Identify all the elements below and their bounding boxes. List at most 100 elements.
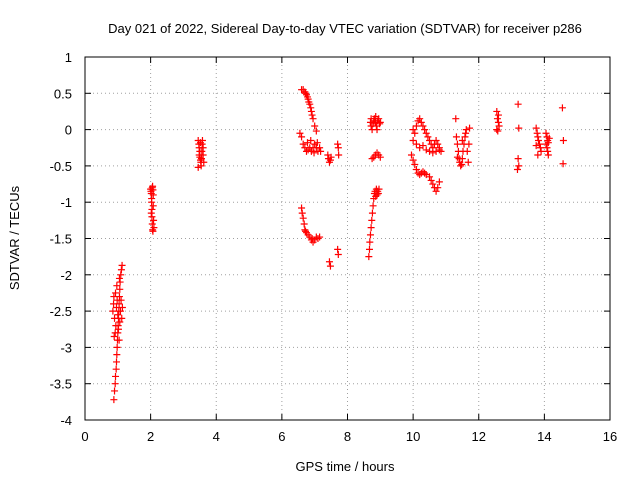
data-point — [296, 129, 304, 137]
data-point — [111, 314, 119, 322]
data-point — [327, 153, 335, 161]
data-point — [409, 156, 417, 164]
y-tick-label: 0 — [65, 123, 72, 138]
data-point — [367, 224, 375, 232]
data-point — [200, 158, 208, 166]
y-tick-label: -2 — [60, 268, 72, 283]
data-point — [307, 104, 315, 112]
data-point — [532, 124, 540, 132]
x-tick-labels: 0 2 4 6 8 10 12 14 16 — [81, 429, 617, 444]
data-point — [313, 139, 321, 147]
data-point — [113, 358, 120, 366]
data-point — [149, 202, 157, 210]
data-point — [376, 118, 384, 126]
data-point — [435, 178, 443, 186]
data-point — [429, 180, 437, 188]
data-point — [421, 126, 429, 134]
data-point — [335, 151, 343, 159]
data-point — [368, 216, 376, 224]
y-tick-label: -2.5 — [50, 304, 72, 319]
data-point — [453, 140, 461, 148]
data-point — [109, 307, 117, 315]
data-point — [114, 325, 122, 333]
data-point — [326, 262, 334, 270]
data-point — [308, 235, 316, 242]
data-point — [426, 173, 434, 181]
data-point — [111, 380, 119, 388]
data-point — [434, 140, 442, 148]
y-tick-label: -1 — [60, 195, 72, 210]
data-point — [458, 136, 466, 144]
data-point — [199, 144, 207, 152]
data-point — [422, 146, 430, 154]
data-point — [316, 233, 324, 241]
data-point — [112, 289, 120, 297]
x-tick-label: 10 — [406, 429, 420, 444]
data-point — [111, 329, 119, 337]
data-point — [197, 139, 204, 147]
x-tick-label: 4 — [213, 429, 220, 444]
data-point — [314, 235, 322, 242]
data-point — [432, 147, 440, 155]
grid-lines — [85, 57, 610, 420]
data-point — [493, 107, 501, 115]
data-point — [117, 271, 125, 279]
data-point — [411, 129, 419, 137]
data-point — [118, 314, 126, 322]
data-point — [113, 303, 120, 311]
data-point — [317, 147, 325, 155]
data-point — [493, 115, 501, 123]
data-point — [302, 89, 309, 97]
data-point — [514, 100, 522, 108]
data-point — [312, 127, 320, 135]
data-point — [461, 133, 469, 141]
data-point — [462, 126, 470, 134]
data-point — [148, 198, 156, 206]
data-point — [458, 155, 466, 163]
y-tick-label: -4 — [60, 413, 72, 428]
data-point — [305, 98, 313, 106]
data-point — [417, 118, 425, 126]
data-point — [334, 250, 342, 258]
data-point — [457, 162, 465, 170]
data-point — [148, 213, 156, 221]
data-point — [452, 133, 460, 141]
data-point — [544, 151, 552, 159]
data-point — [532, 142, 540, 150]
data-point — [452, 115, 460, 123]
data-point — [373, 126, 381, 134]
data-point — [116, 278, 124, 286]
data-point — [407, 151, 415, 159]
data-point — [453, 153, 461, 161]
axis-ticks — [84, 56, 611, 421]
data-point — [463, 147, 471, 155]
data-point — [298, 133, 306, 141]
data-point — [434, 184, 442, 192]
data-point — [147, 209, 155, 217]
x-tick-label: 0 — [81, 429, 88, 444]
data-point — [515, 162, 523, 170]
x-axis-label: GPS time / hours — [296, 459, 395, 474]
y-tick-label: 1 — [65, 50, 72, 65]
data-point — [310, 149, 318, 157]
data-point — [195, 151, 203, 159]
data-point — [373, 191, 381, 199]
data-point — [298, 209, 306, 217]
data-point — [515, 124, 523, 132]
data-point — [493, 126, 501, 134]
data-point — [534, 151, 542, 159]
data-point — [535, 140, 543, 148]
data-point — [412, 122, 420, 130]
data-point — [300, 220, 308, 228]
data-point — [372, 113, 380, 121]
data-point — [536, 144, 544, 152]
x-tick-label: 12 — [472, 429, 486, 444]
data-point — [368, 209, 376, 217]
data-point — [419, 142, 427, 150]
data-point — [113, 351, 121, 359]
data-point — [494, 118, 502, 126]
data-point — [112, 322, 120, 330]
data-point — [118, 303, 126, 311]
data-point — [429, 149, 437, 157]
